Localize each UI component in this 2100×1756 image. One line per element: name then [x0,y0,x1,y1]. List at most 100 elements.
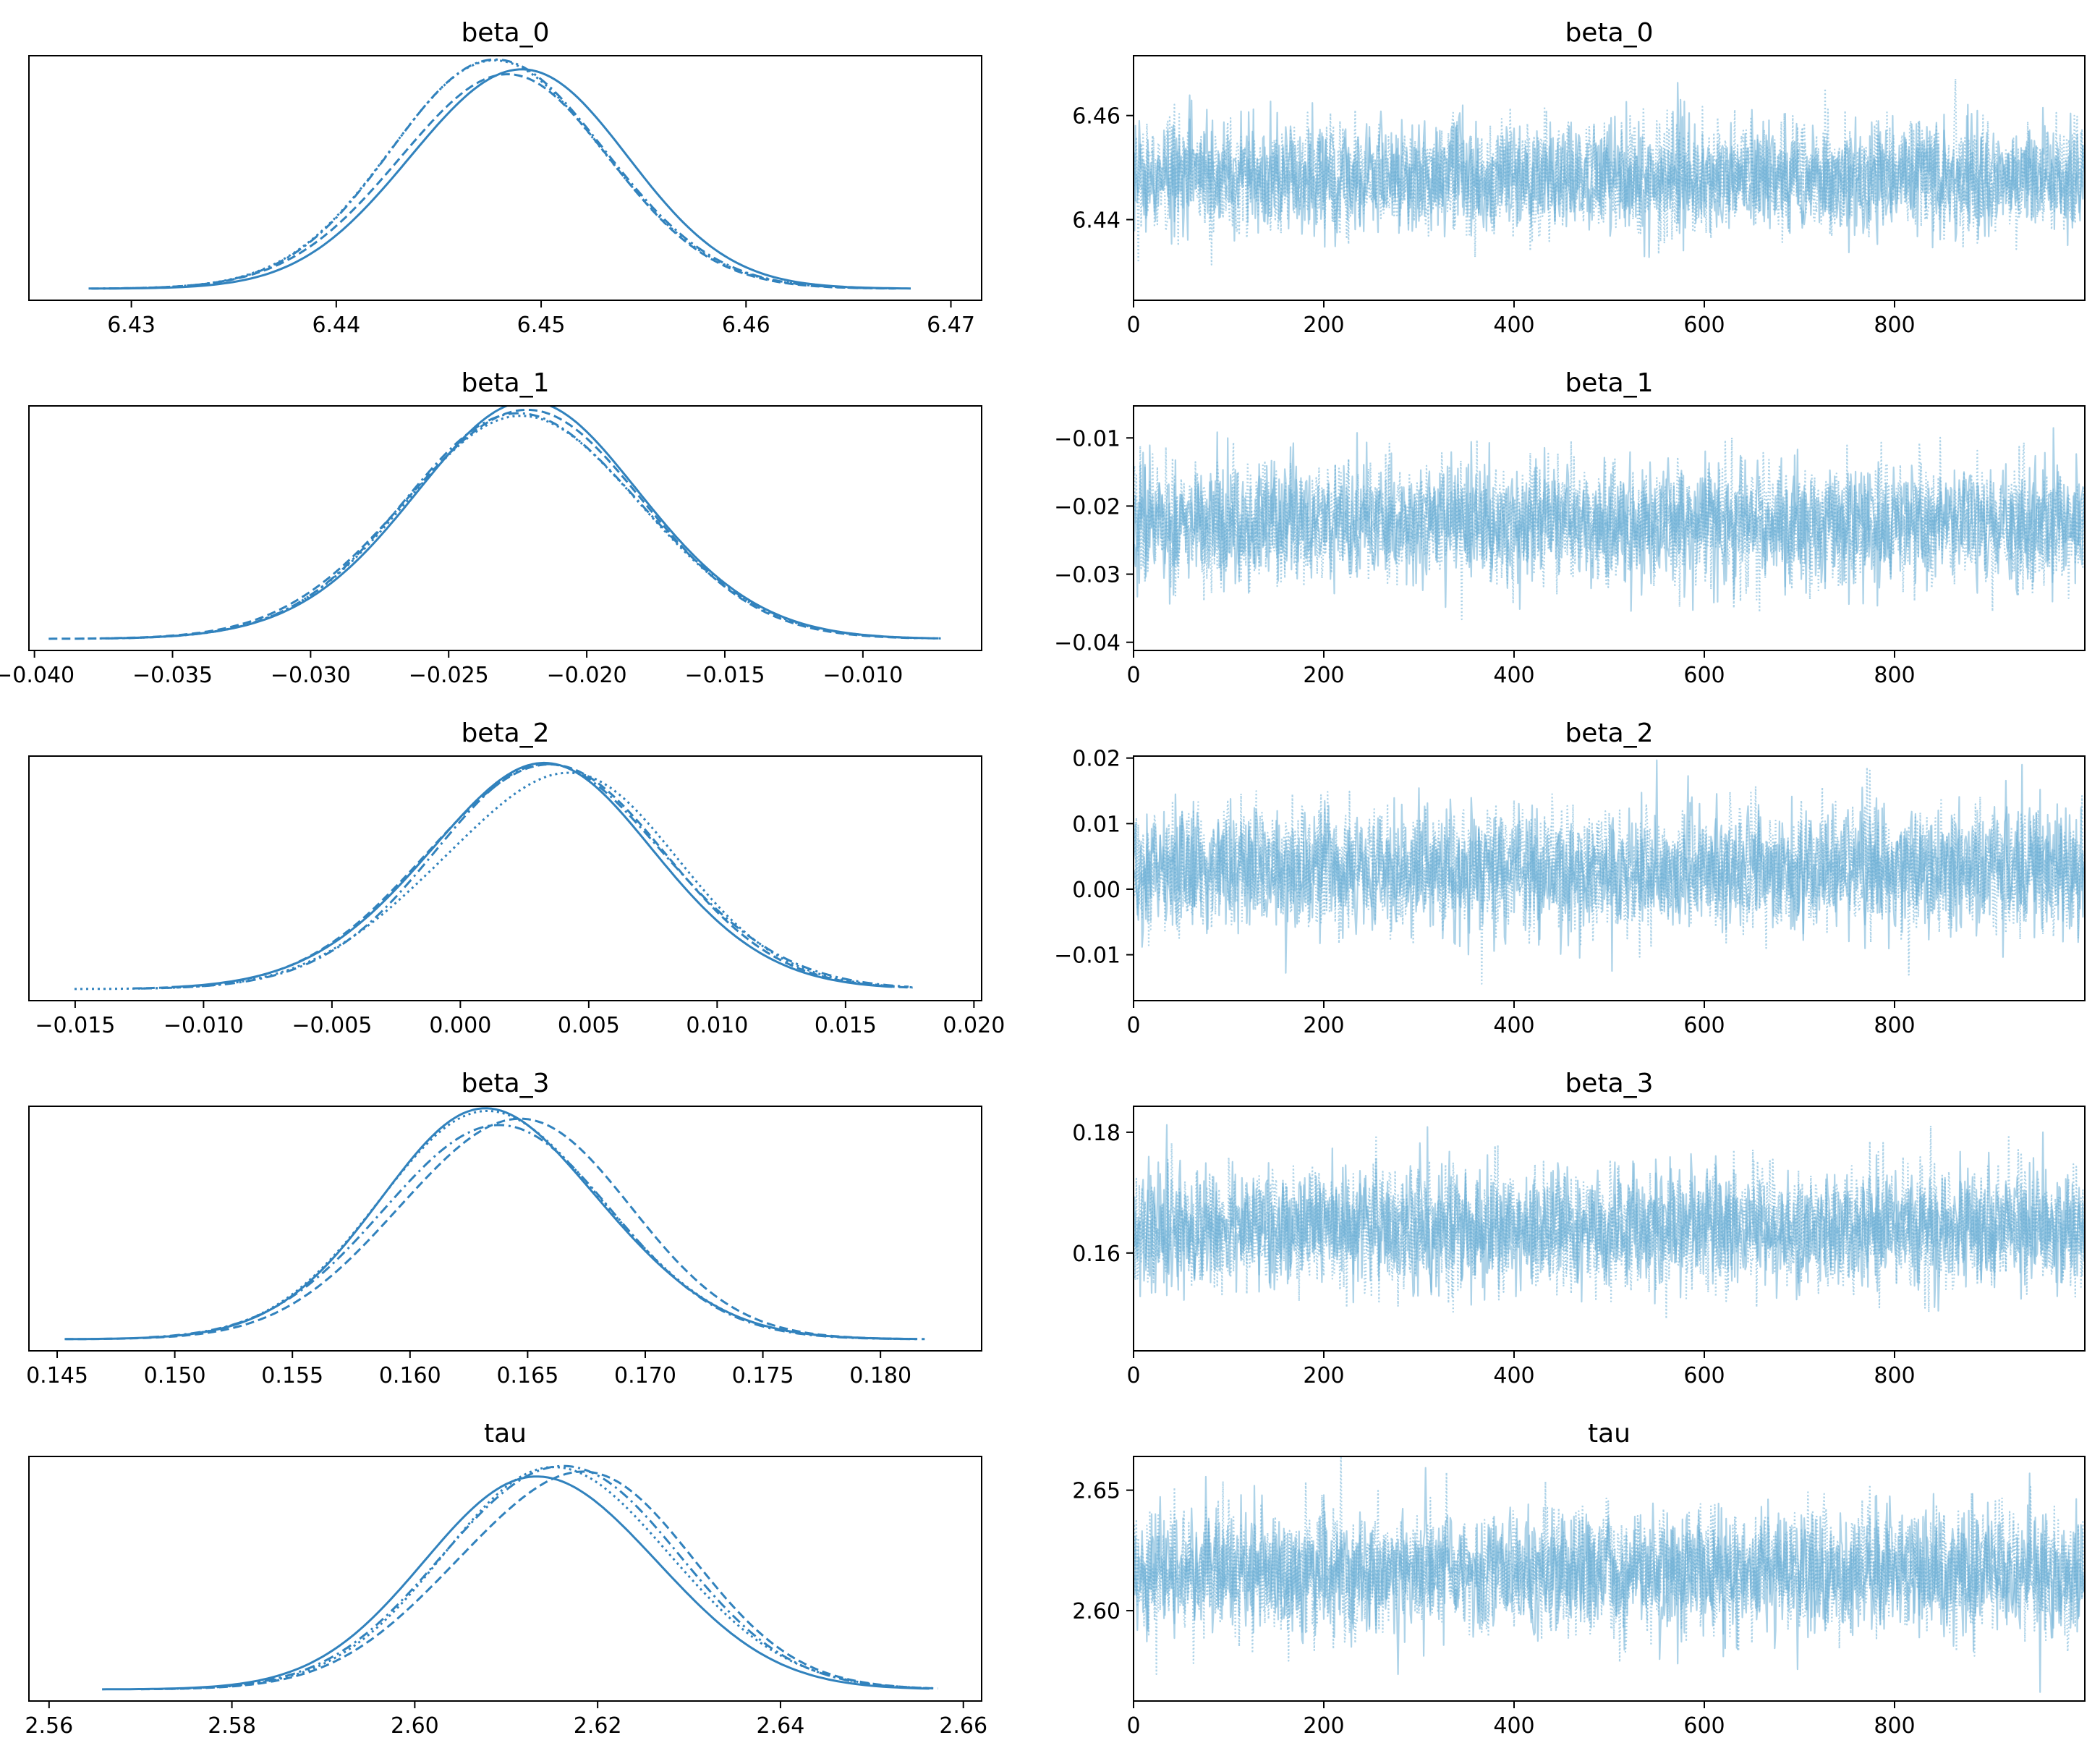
x-tick-label: −0.040 [0,663,75,688]
kde-chain-3 [75,771,913,991]
kde-chain-3 [164,1466,933,1690]
x-tick-label: 800 [1874,313,1915,338]
trace-chain-2 [1134,436,2085,621]
plot-area [48,406,944,640]
kde-chain-4 [88,58,896,290]
trace-chain-3 [1134,759,2085,972]
x-tick-label: 6.45 [517,313,566,338]
kde-chain-1 [102,1475,930,1691]
panel-beta_3-trace: beta_3 0 200 400 600 800 0.16 0.18 [1072,1069,2086,1388]
panel-title: tau [484,1419,527,1449]
kde-chain-1 [91,68,911,290]
trace-chain-4 [1134,769,2085,958]
x-tick-label: 600 [1683,663,1725,688]
y-tick-label: −0.03 [1054,563,1121,588]
axes-frame [28,1456,982,1702]
panel-beta_1-trace: beta_1 0 200 400 600 800 −0.04 −0.03 −0.02 −0.01 [1054,368,2086,688]
x-tick-label: −0.005 [292,1013,372,1038]
x-tick-label: −0.025 [409,663,489,688]
x-tick-label: 600 [1683,313,1725,338]
x-tick-label: 2.66 [939,1713,987,1739]
x-tick-label: 0.150 [144,1363,206,1388]
kde-chain-1 [171,761,893,988]
x-tick-label: 400 [1493,1013,1534,1038]
x-tick-label: 400 [1493,313,1534,338]
axes-frame [1133,405,2086,651]
kde-chain-2 [140,1470,938,1691]
kde-chain-3 [103,59,899,290]
x-tick-label: 200 [1303,1013,1344,1038]
x-tick-label: 2.60 [391,1713,439,1739]
x-tick-label: 0.170 [614,1363,676,1388]
x-tick-label: 800 [1874,1713,1915,1739]
kde-chain-2 [64,1117,925,1341]
y-tick-label: 2.60 [1072,1599,1121,1624]
x-tick-label: 400 [1493,663,1534,688]
trace-chain-4 [1134,1472,2085,1675]
x-tick-label: −0.015 [35,1013,115,1038]
panel-title: beta_0 [461,18,549,48]
y-tick-label: −0.04 [1054,631,1121,656]
panel-title: beta_2 [461,718,549,748]
trace-chain-3 [1134,94,2085,258]
x-tick-label: 0.020 [943,1013,1005,1038]
x-tick-label: −0.035 [132,663,213,688]
axes-frame [28,405,982,651]
panel-beta_3-kde: beta_3 0.145 0.150 0.155 0.160 0.165 0.170 0.17… [26,1069,982,1388]
kde-chain-4 [107,412,914,640]
panel-beta_2-kde: beta_2 −0.015 −0.010 −0.005 0.000 0.005 0.010 0… [28,718,1005,1038]
kde-chain-4 [148,1124,918,1341]
x-tick-label: 0 [1126,313,1140,338]
trace-chain-4 [1134,436,2085,614]
x-tick-label: 200 [1303,1363,1344,1388]
y-tick-label: 2.65 [1072,1479,1121,1504]
kde-chain-2 [132,763,913,990]
axes-frame [1133,1456,2086,1702]
x-tick-label: 6.47 [927,313,975,338]
x-tick-label: 2.62 [574,1713,622,1739]
x-tick-label: 0.145 [26,1363,88,1388]
y-tick-label: 6.44 [1072,208,1121,234]
plot-area [1134,1456,2085,1693]
y-tick-label: 6.46 [1072,104,1121,130]
x-tick-label: 400 [1493,1713,1534,1739]
plot-area [1134,1124,2085,1320]
x-tick-label: 0 [1126,1713,1140,1739]
kde-chain-2 [109,73,894,290]
x-tick-label: 0.175 [732,1363,794,1388]
x-tick-label: −0.015 [684,663,765,688]
x-tick-label: 200 [1303,313,1344,338]
axes-frame [1133,1106,2086,1352]
x-tick-label: 0.160 [379,1363,441,1388]
y-tick-label: 0.01 [1072,812,1121,837]
x-tick-label: 0.015 [815,1013,877,1038]
plot-area [102,1464,938,1691]
y-tick-label: 0.18 [1072,1121,1121,1146]
x-tick-label: 800 [1874,1013,1915,1038]
panel-title: beta_1 [461,368,549,398]
x-tick-label: 0 [1126,1013,1140,1038]
kde-chain-3 [82,415,944,640]
x-tick-label: 0.165 [496,1363,558,1388]
axes-frame [28,1106,982,1352]
x-tick-label: 600 [1683,1013,1725,1038]
y-tick-label: 0.16 [1072,1242,1121,1267]
y-tick-label: −0.02 [1054,494,1121,519]
x-tick-label: 0 [1126,663,1140,688]
x-tick-label: 600 [1683,1713,1725,1739]
panel-title: beta_0 [1565,18,1653,48]
trace-chain-3 [1134,1475,2085,1693]
x-tick-label: 6.44 [312,313,360,338]
panel-title: beta_3 [461,1069,549,1098]
panel-tau-kde: tau 2.56 2.58 2.60 2.62 2.64 2.66 [25,1419,987,1739]
x-tick-label: 800 [1874,1363,1915,1388]
panel-title: beta_3 [1565,1069,1653,1098]
x-tick-label: 0.000 [429,1013,491,1038]
x-tick-label: 2.58 [208,1713,256,1739]
y-tick-label: −0.01 [1054,426,1121,451]
kde-chain-4 [141,763,909,990]
axes-frame [28,755,982,1001]
panel-title: beta_2 [1565,718,1653,748]
y-tick-label: −0.01 [1054,943,1121,969]
